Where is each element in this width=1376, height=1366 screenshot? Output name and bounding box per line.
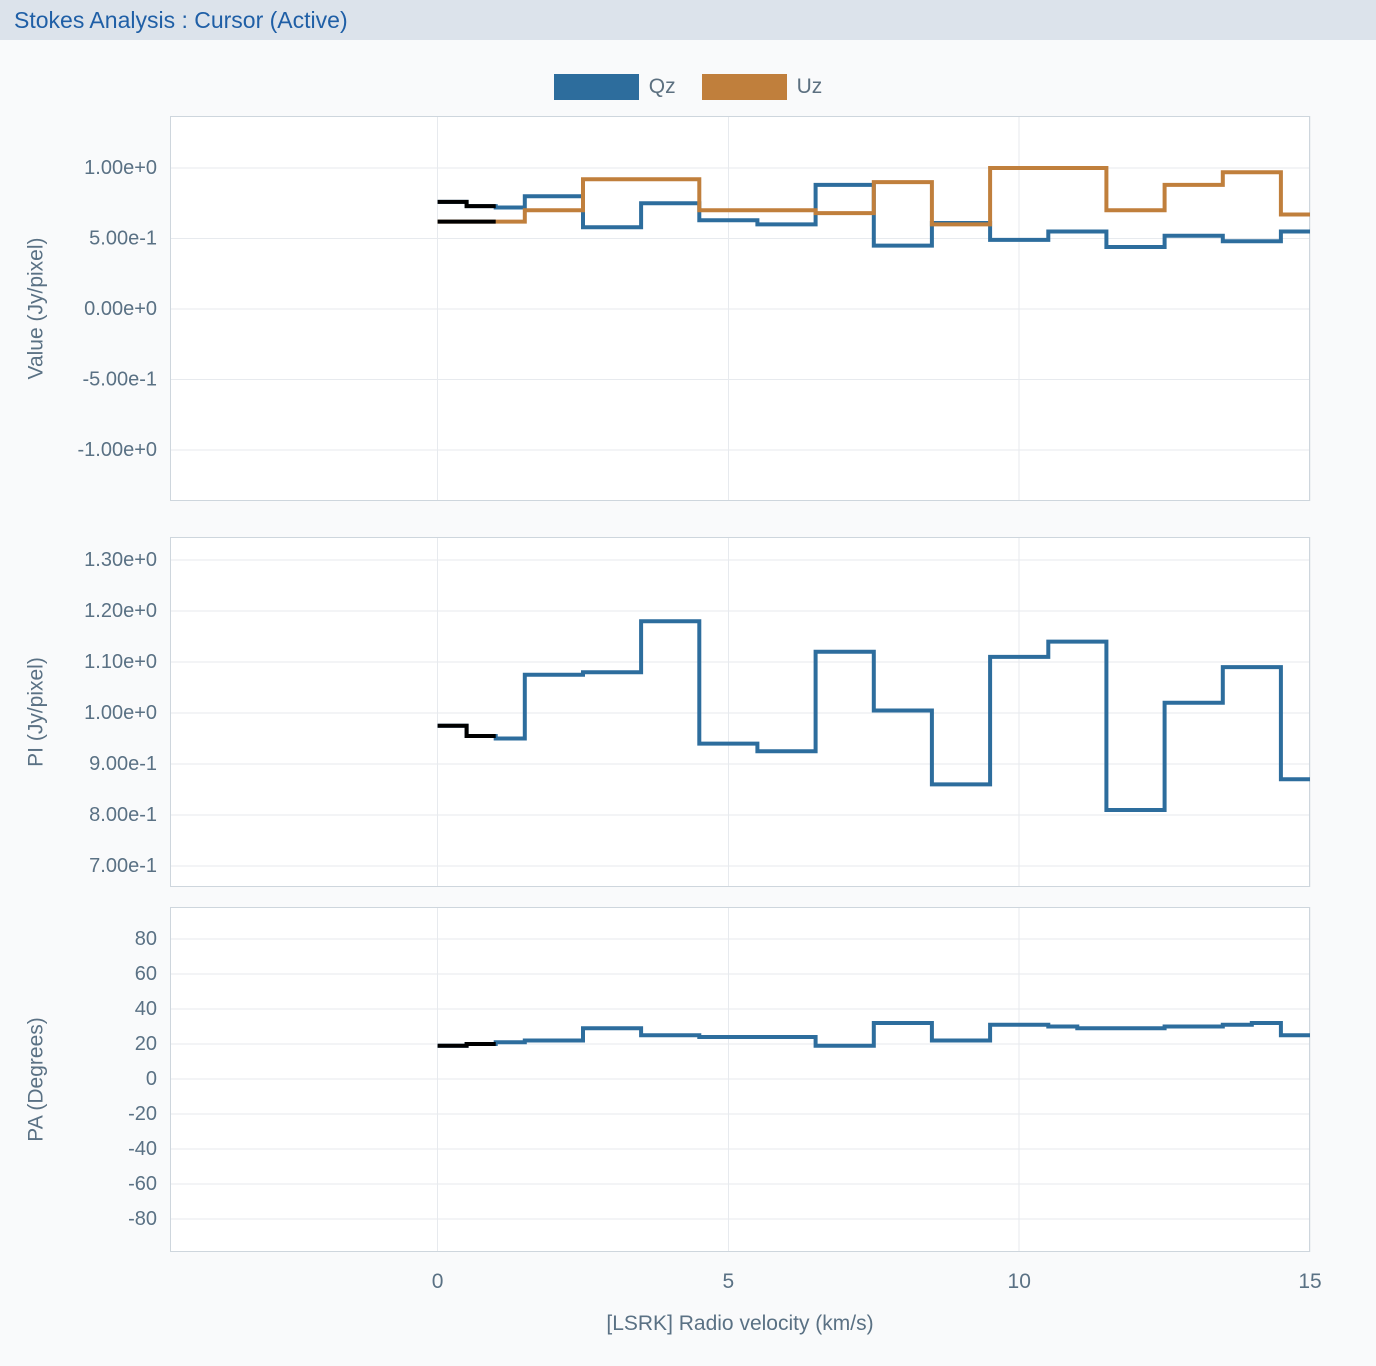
value-chart[interactable]: 1.00e+0 5.00e-1 0.00e+0 -5.00e-1 -1.00e+0 Val… [0,116,1376,501]
legend-item-uz[interactable]: Uz [701,74,823,100]
y-axis-title: PA (Degrees) [25,1017,48,1142]
pa-series-line [437,1021,1310,1048]
y-tick-label: 0 [146,1068,157,1090]
plot-border [170,116,1310,501]
plot-border [170,907,1310,1252]
x-tick-label: 0 [432,1270,444,1293]
y-tick-label: 0.00e+0 [84,298,157,320]
y-tick-label: 5.00e-1 [89,228,157,250]
y-tick-label: 40 [135,998,157,1020]
y-tick-label: 7.00e-1 [89,855,157,877]
pa-chart[interactable]: 80 60 40 20 0 -20 -40 -60 -80 PA (Degrees) 0 5 10 15 [0,907,1376,1304]
y-tick-label: 1.20e+0 [84,600,157,622]
chart-legend: Qz Uz [0,74,1376,100]
x-axis-title: [LSRK] Radio velocity (km/s) [606,1312,874,1335]
y-tick-label: -20 [128,1103,157,1125]
y-tick-label: 1.10e+0 [84,651,157,673]
charts-container: 1.00e+0 5.00e-1 0.00e+0 -5.00e-1 -1.00e+0 Val… [0,116,1376,1304]
y-axis-title: PI (Jy/pixel) [25,657,48,767]
y-tick-label: -60 [128,1173,157,1195]
window-title: Stokes Analysis : Cursor (Active) [14,6,348,33]
qz-highlight-line [437,199,496,209]
pi-highlight-line [437,723,496,738]
y-tick-label: -5.00e-1 [83,369,158,391]
pa-highlight-line [437,1042,496,1048]
y-tick-label: 1.00e+0 [84,157,157,179]
plot-background [170,537,1310,887]
y-axis-title: Value (Jy/pixel) [25,238,48,380]
x-tick-label: 10 [1008,1270,1031,1293]
stokes-analysis-panel: Qz Uz 1.00e+0 5.00e-1 0.00e+0 -5.00e-1 -1.00… [0,40,1376,1336]
y-tick-label: 8.00e-1 [89,804,157,826]
plot-border [170,537,1310,887]
y-tick-label: -1.00e+0 [77,439,157,461]
legend-label-qz: Qz [648,75,676,98]
y-tick-label: 60 [135,963,157,985]
y-tick-label: 1.30e+0 [84,549,157,571]
x-tick-label: 15 [1298,1270,1321,1293]
pi-chart[interactable]: 1.30e+0 1.20e+0 1.10e+0 1.00e+0 9.00e-1 8.00e… [0,537,1376,887]
pi-series-line [437,619,1310,812]
uz-color-swatch [701,74,787,100]
qz-color-swatch [553,74,639,100]
y-tick-label: 9.00e-1 [89,753,157,775]
y-tick-label: -40 [128,1138,157,1160]
y-tick-label: 1.00e+0 [84,702,157,724]
y-tick-label: 20 [135,1033,157,1055]
y-tick-label: -80 [128,1208,157,1230]
y-tick-label: 80 [135,928,157,950]
legend-label-uz: Uz [796,75,823,98]
window-titlebar[interactable]: Stokes Analysis : Cursor (Active) [0,0,1376,40]
legend-item-qz[interactable]: Qz [553,74,676,100]
uz-series-line [437,166,1310,227]
x-tick-label: 5 [723,1270,735,1293]
